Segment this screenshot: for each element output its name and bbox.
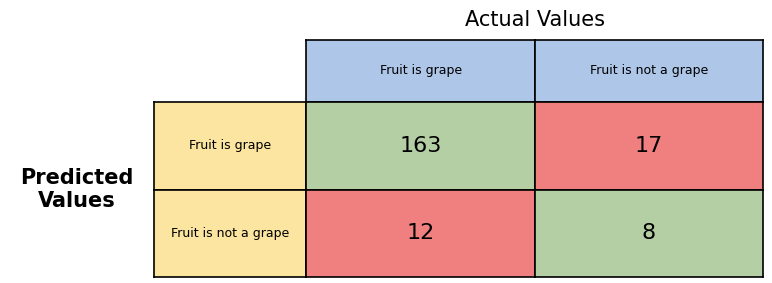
Text: Fruit is grape: Fruit is grape	[189, 139, 272, 152]
Text: 8: 8	[642, 224, 656, 243]
Text: Fruit is not a grape: Fruit is not a grape	[171, 227, 290, 240]
Text: Actual Values: Actual Values	[465, 10, 604, 30]
Text: 12: 12	[407, 224, 435, 243]
Text: 17: 17	[635, 136, 663, 156]
Text: Fruit is not a grape: Fruit is not a grape	[590, 64, 708, 77]
Text: Fruit is grape: Fruit is grape	[380, 64, 462, 77]
Text: Predicted
Values: Predicted Values	[21, 168, 134, 211]
Text: 163: 163	[400, 136, 442, 156]
